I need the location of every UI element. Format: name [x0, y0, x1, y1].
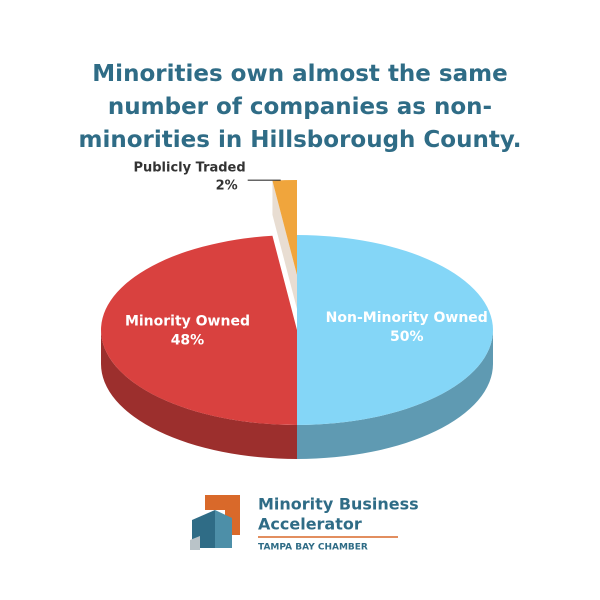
slice-value-label: 48%: [171, 332, 205, 348]
slice-value-label: 50%: [390, 329, 424, 345]
slice-value-label: 2%: [216, 179, 238, 194]
logo-text: Accelerator: [258, 515, 362, 534]
pie: Non-Minority Owned 50% Minority Owned 48% Pu…: [100, 161, 493, 459]
slice-side: [101, 330, 297, 459]
logo-shape: [215, 510, 232, 548]
logo-shape: [190, 536, 200, 550]
slice-side: [297, 330, 493, 459]
slice: [272, 180, 297, 275]
chart-title: Minorities own almost the same number of…: [78, 61, 522, 153]
slice-label: Minority Owned: [125, 313, 250, 329]
slice: [297, 235, 493, 425]
slice-label: Non-Minority Owned: [326, 310, 488, 326]
slice-cut: [272, 180, 297, 309]
slice: [100, 235, 297, 425]
logo-text: TAMPA BAY CHAMBER: [258, 543, 368, 553]
logo: Minority Business Accelerator TAMPA BAY …: [190, 495, 419, 553]
logo-text: Minority Business: [258, 495, 419, 514]
slice-label: Publicly Traded: [133, 161, 245, 176]
